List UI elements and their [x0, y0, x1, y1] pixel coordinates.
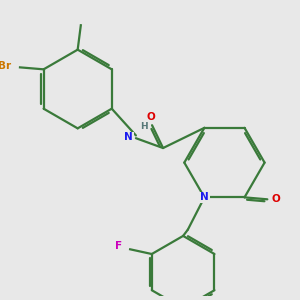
Text: H: H — [140, 122, 148, 131]
Text: O: O — [272, 194, 280, 204]
Text: O: O — [147, 112, 156, 122]
Text: Br: Br — [0, 61, 12, 71]
Text: N: N — [124, 132, 133, 142]
Text: F: F — [115, 241, 122, 251]
Text: N: N — [200, 192, 209, 203]
